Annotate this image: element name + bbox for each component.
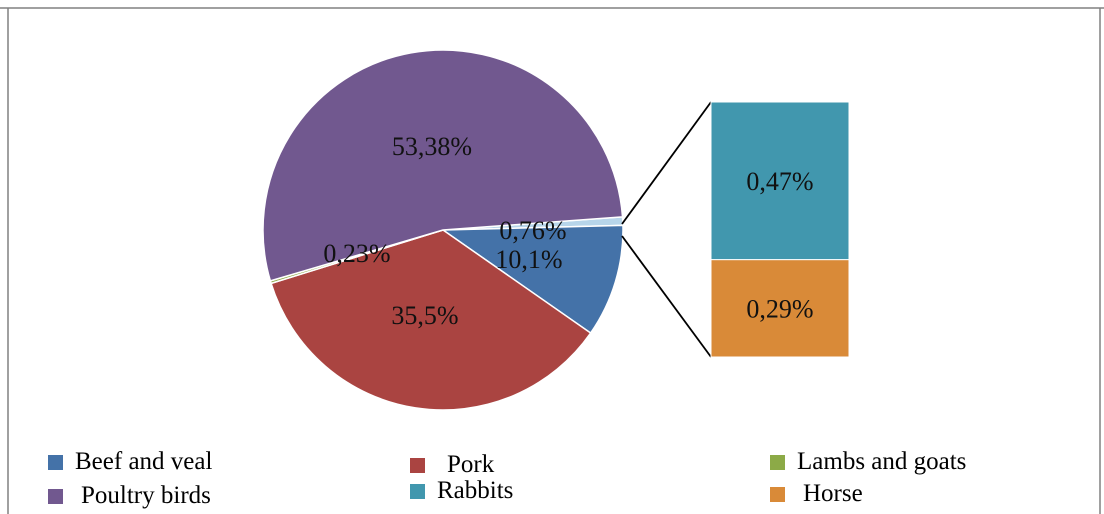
breakout-label-horse: 0,29% — [746, 294, 813, 323]
pie-label-poultry-birds: 53,38% — [392, 132, 472, 161]
pie-label-pork: 35,5% — [391, 301, 458, 330]
connector-lines — [621, 101, 712, 358]
legend-item-beef-and-veal: Beef and veal — [48, 448, 212, 476]
pie-label-rabbits-horse: 0,76% — [499, 216, 566, 245]
pie-slice-poultry-birds — [262, 49, 624, 282]
pie-label-lambs-and-goats: 0,23% — [323, 239, 390, 268]
legend-label-lambs-and-goats: Lambs and goats — [797, 448, 967, 475]
legend-swatch-rabbits — [410, 483, 425, 499]
legend-swatch-poultry-birds — [48, 488, 63, 504]
legend: Beef and veal Pork Lambs and goats Poult… — [0, 440, 1104, 514]
connector-top — [621, 101, 712, 225]
legend-swatch-beef-and-veal — [48, 454, 63, 470]
breakout-segment-horse — [710, 259, 850, 358]
legend-label-horse: Horse — [803, 480, 863, 507]
pie-group: 0,76%10,1% 35,5% 0,23% 53,38% — [262, 49, 624, 411]
legend-label-poultry-birds: Poultry birds — [81, 482, 211, 509]
pie-slice-pork — [270, 229, 592, 411]
legend-item-lambs-and-goats: Lambs and goats — [770, 448, 966, 476]
legend-label-pork: Pork — [447, 451, 495, 478]
legend-item-poultry-birds: Poultry birds — [48, 482, 211, 510]
breakout-segment-rabbits — [710, 101, 850, 261]
legend-swatch-pork — [410, 457, 425, 473]
breakout-bar: 0,47% 0,29% — [710, 101, 850, 358]
legend-item-rabbits: Rabbits — [410, 477, 513, 505]
legend-item-pork: Pork — [410, 451, 494, 479]
legend-label-beef-and-veal: Beef and veal — [75, 448, 213, 475]
legend-item-horse: Horse — [770, 480, 863, 508]
breakout-label-rabbits: 0,47% — [746, 167, 813, 196]
legend-swatch-horse — [770, 486, 785, 502]
connector-bottom — [621, 235, 712, 358]
pie-slice-beef-and-veal — [440, 224, 624, 335]
pie-label-beef-and-veal: 10,1% — [495, 245, 562, 274]
legend-swatch-lambs-and-goats — [770, 454, 785, 470]
legend-label-rabbits: Rabbits — [437, 477, 514, 504]
